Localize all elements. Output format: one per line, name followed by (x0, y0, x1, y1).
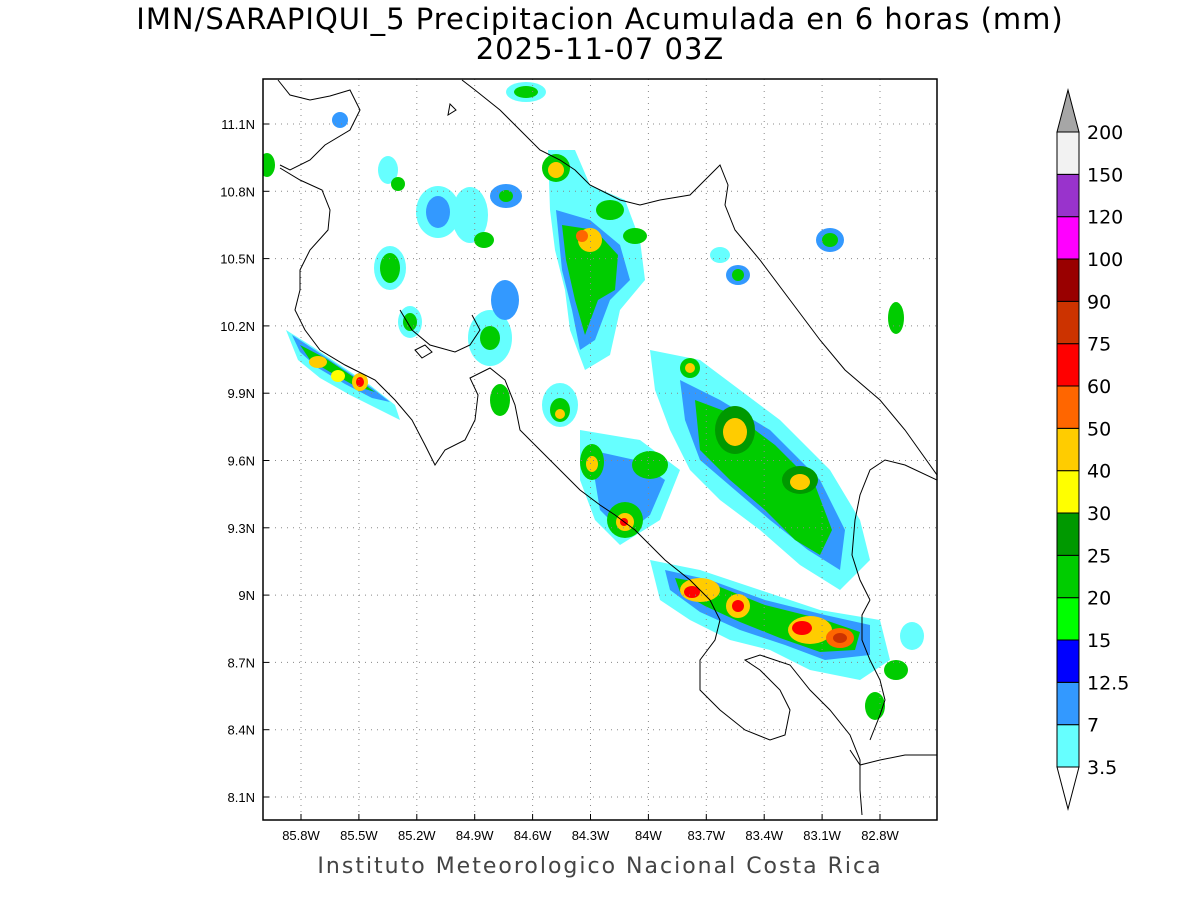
footer-credit: Instituto Meteorologico Nacional Costa R… (317, 854, 883, 879)
colorbar-label: 40 (1087, 461, 1111, 483)
lon-tick-label: 85.5W (340, 828, 378, 843)
lon-tick-label: 83.4W (745, 828, 783, 843)
lat-tick-label: 8.4N (228, 723, 255, 738)
colorbar-swatch (1056, 385, 1080, 429)
colorbar-label: 25 (1087, 545, 1111, 567)
colorbar-swatch (1056, 554, 1080, 599)
colorbar-label: 7 (1087, 715, 1099, 737)
colorbar-swatch (1056, 216, 1080, 260)
colorbar-swatch (1056, 300, 1080, 345)
colorbar-swatch (1056, 470, 1080, 514)
lat-tick-label: 10.8N (220, 184, 255, 199)
colorbar-swatch (1056, 258, 1080, 302)
colorbar-lower-arrow (1056, 766, 1080, 811)
colorbar-label: 60 (1087, 376, 1111, 398)
lat-tick-label: 8.7N (228, 655, 255, 670)
lon-tick-label: 85.2W (398, 828, 436, 843)
lon-tick-label: 85.8W (282, 828, 320, 843)
lat-tick-label: 9N (238, 588, 255, 603)
colorbar-swatch (1056, 512, 1080, 556)
lat-tick-label: 9.9N (228, 386, 255, 401)
latitude-axis: 11.1N 10.8N 10.5N 10.2N 9.9N 9.6N 9.3N 9N 8.7N 8.… (220, 117, 269, 805)
colorbar-legend: 3.5 7 12.5 15 20 25 30 40 50 60 75 90 100 120 150 200 (1056, 88, 1129, 811)
colorbar-swatch (1056, 343, 1080, 387)
lon-tick-label: 84.3W (572, 828, 610, 843)
lat-tick-label: 9.3N (228, 521, 255, 536)
colorbar-label: 15 (1087, 630, 1111, 652)
colorbar-swatch (1056, 681, 1080, 726)
colorbar-label: 30 (1087, 503, 1111, 525)
lon-tick-label: 84.6W (514, 828, 552, 843)
colorbar-swatch (1056, 131, 1080, 175)
lat-tick-label: 11.1N (221, 117, 255, 132)
lon-tick-label: 84W (635, 828, 662, 843)
colorbar-label: 120 (1087, 207, 1123, 229)
lat-tick-label: 10.2N (220, 319, 255, 334)
lat-tick-label: 8.1N (228, 790, 255, 805)
colorbar-label: 75 (1087, 334, 1111, 356)
colorbar-label: 12.5 (1087, 672, 1129, 694)
colorbar-label: 50 (1087, 418, 1111, 440)
lat-tick-label: 10.5N (220, 252, 255, 267)
coastlines (277, 79, 937, 816)
lon-tick-label: 83.7W (688, 828, 726, 843)
colorbar-swatch (1056, 724, 1080, 768)
colorbar-swatch (1056, 427, 1080, 472)
colorbar-swatch (1056, 639, 1080, 683)
lat-tick-label: 9.6N (228, 454, 255, 469)
colorbar-swatch (1056, 173, 1080, 218)
colorbar-label: 100 (1087, 249, 1123, 271)
colorbar-upper-arrow (1056, 88, 1080, 133)
colorbar-swatch (1056, 597, 1080, 641)
map-datetime: 2025-11-07 03Z (475, 32, 725, 66)
precipitation-field (263, 82, 924, 720)
colorbar-label: 3.5 (1087, 757, 1117, 779)
lon-tick-label: 84.9W (456, 828, 494, 843)
lon-tick-label: 83.1W (803, 828, 841, 843)
colorbar-label: 20 (1087, 588, 1111, 610)
map-title: IMN/SARAPIQUI_5 Precipitacion Acumulada … (136, 2, 1064, 36)
colorbar-label: 90 (1087, 291, 1111, 313)
colorbar-label: 200 (1087, 122, 1123, 144)
lon-tick-label: 82.8W (861, 828, 899, 843)
colorbar-label: 150 (1087, 164, 1123, 186)
map-grid (263, 79, 937, 820)
map-frame (262, 78, 938, 821)
longitude-axis: 85.8W 85.5W 85.2W 84.9W 84.6W 84.3W 84W 83.7W 83… (282, 814, 900, 843)
